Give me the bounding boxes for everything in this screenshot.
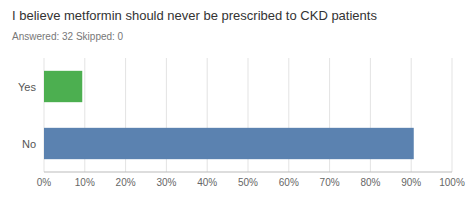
x-axis-line: [44, 172, 452, 173]
y-tick-label: No: [22, 138, 36, 150]
x-tick-label: 0%: [37, 177, 52, 188]
bar: [44, 71, 82, 102]
x-tick-label: 70%: [320, 177, 340, 188]
x-grid: [44, 58, 452, 172]
title: I believe metformin should never be pres…: [12, 8, 377, 23]
x-tick-label: 80%: [360, 177, 380, 188]
x-tick-label: 100%: [439, 177, 465, 188]
y-tick-labels: Yes No: [18, 81, 36, 150]
x-tick-label: 50%: [238, 177, 258, 188]
chart-container: I believe metformin should never be pres…: [0, 0, 474, 200]
x-tick-label: 90%: [401, 177, 421, 188]
y-tick-label: Yes: [18, 81, 36, 93]
bar: [44, 128, 414, 159]
x-tick-label: 30%: [156, 177, 176, 188]
x-tick-label: 10%: [75, 177, 95, 188]
x-tick-label: 40%: [197, 177, 217, 188]
x-tick-label: 60%: [279, 177, 299, 188]
subtitle: Answered: 32 Skipped: 0: [12, 31, 124, 42]
grid-line: [452, 58, 453, 172]
bars: [44, 71, 414, 159]
x-tick-label: 20%: [116, 177, 136, 188]
chart-svg: I believe metformin should never be pres…: [0, 0, 474, 200]
x-tick-labels: 0% 10% 20% 30% 40% 50% 60% 70% 80% 90% 100%: [37, 177, 465, 188]
